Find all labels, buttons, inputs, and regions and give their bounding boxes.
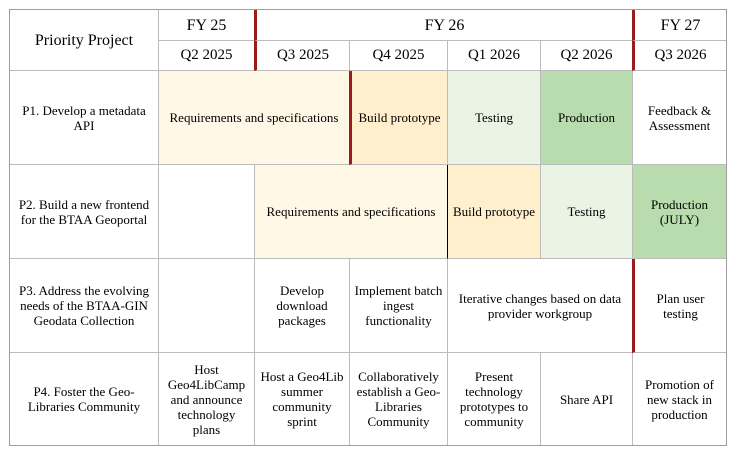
p3-iterative-changes: Iterative changes based on data provider… [447, 259, 632, 353]
fy26-header: FY 26 [254, 10, 632, 41]
p1-build-prototype: Build prototype [349, 71, 447, 165]
quarter-q3-2025: Q3 2025 [254, 41, 349, 71]
p2-build-prototype: Build prototype [447, 165, 540, 259]
p1-requirements: Requirements and specifications [158, 71, 349, 165]
p4-community: Collaboratively establish a Geo-Librarie… [349, 353, 447, 445]
p1-production: Production [540, 71, 632, 165]
p3-download-packages: Develop download packages [254, 259, 349, 353]
p2-production: Production (JULY) [632, 165, 726, 259]
quarter-q4-2025: Q4 2025 [349, 41, 447, 71]
roadmap-table: Priority Project FY 25 FY 26 FY 27 Q2 20… [9, 9, 727, 446]
quarter-q2-2026: Q2 2026 [540, 41, 632, 71]
quarter-q1-2026: Q1 2026 [447, 41, 540, 71]
quarter-q2-2025: Q2 2025 [158, 41, 254, 71]
p4-summer-sprint: Host a Geo4Lib summer community sprint [254, 353, 349, 445]
quarter-q3-2026: Q3 2026 [632, 41, 726, 71]
project-p1-label: P1. Develop a metadata API [10, 71, 158, 165]
p3-empty [158, 259, 254, 353]
fy27-header: FY 27 [632, 10, 726, 41]
p3-user-testing: Plan user testing [632, 259, 726, 353]
p4-promotion: Promotion of new stack in production [632, 353, 726, 445]
p3-batch-ingest: Implement batch ingest functionality [349, 259, 447, 353]
project-p3-label: P3. Address the evolving needs of the BT… [10, 259, 158, 353]
p2-empty [158, 165, 254, 259]
project-p4-label: P4. Foster the Geo-Libraries Community [27, 384, 141, 414]
p4-geo4libcamp: Host Geo4LibCamp and announce technology… [158, 353, 254, 445]
p2-requirements: Requirements and specifications [254, 165, 447, 259]
project-p2-label: P2. Build a new frontend for the BTAA Ge… [10, 165, 158, 259]
p4-prototypes: Present technology prototypes to communi… [447, 353, 540, 445]
p1-testing: Testing [447, 71, 540, 165]
priority-project-header: Priority Project [10, 10, 158, 71]
p2-testing: Testing [540, 165, 632, 259]
fy25-header: FY 25 [158, 10, 254, 41]
p1-feedback: Feedback & Assessment [632, 71, 726, 165]
p4-share-api: Share API [540, 353, 632, 445]
